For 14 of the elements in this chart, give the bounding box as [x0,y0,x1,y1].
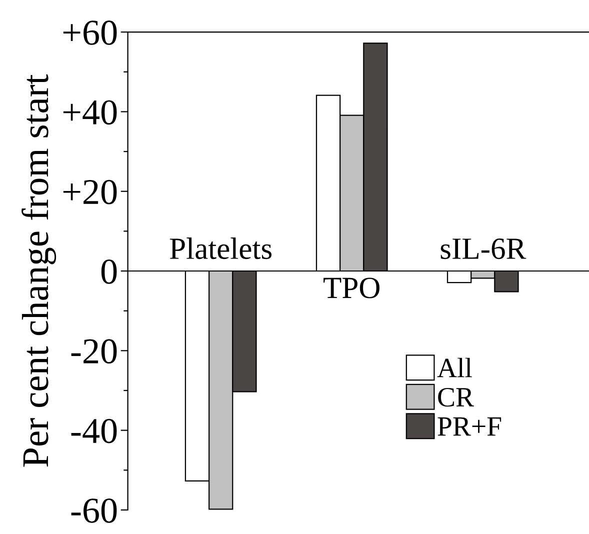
x-tick-label: sIL-6R [440,238,526,260]
x-tick-label: TPO [324,278,380,298]
legend-label: All [437,358,472,378]
y-tick-label: -40 [71,418,117,444]
y-tick-label: -20 [71,339,117,364]
y-tick-label: +60 [63,20,117,45]
y-tick-label: +40 [63,100,117,125]
y-tick-label: +20 [63,180,117,204]
y-axis-title: Per cent change from start [22,74,56,467]
y-tick-label: 0 [101,260,117,284]
legend-label: CR [438,388,474,407]
legend-label: PR+F [438,417,502,436]
x-tick-label: Platelets [170,238,272,260]
y-tick-label: -60 [71,498,117,523]
